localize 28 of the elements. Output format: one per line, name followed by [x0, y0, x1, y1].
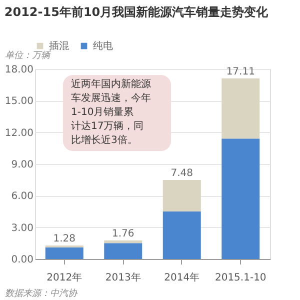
bar — [222, 78, 260, 139]
legend-label: 纯电 — [93, 40, 113, 52]
x-tick-label: 2013年 — [105, 272, 141, 284]
total-label: 17.11 — [226, 66, 255, 78]
x-tick-label: 2014年 — [164, 272, 200, 284]
y-tick-label: 3.00 — [11, 222, 34, 234]
x-tick-label: 2015.1-10 — [214, 272, 266, 284]
bar — [162, 180, 201, 212]
bar — [45, 247, 84, 259]
total-label: 1.28 — [53, 233, 76, 244]
bar — [222, 138, 260, 259]
y-tick-label: 0.00 — [11, 254, 34, 266]
y-tick-label: 9.00 — [11, 160, 34, 170]
y-tick-label: 12.00 — [4, 128, 34, 139]
text: 单位：万辆 — [5, 50, 52, 61]
y-tick-label: 15.00 — [4, 96, 34, 108]
bar — [104, 240, 142, 244]
legend-label: 插混 — [49, 40, 69, 52]
bar — [162, 212, 201, 259]
bar — [104, 243, 142, 259]
y-tick-label: 18.00 — [4, 64, 34, 76]
y-tick-label: 6.00 — [11, 191, 34, 202]
chart-title: 2012-15年前10月我国新能源汽车销量走势变化 — [4, 5, 270, 19]
x-tick-label: 2012年 — [46, 272, 82, 284]
annotation: 近两年国内新能源车发展迅速，今年1-10月销量累计达17万辆，同比增长近3倍。 — [71, 78, 151, 146]
total-label: 1.76 — [112, 228, 134, 240]
source-note: 数据来源：中汽协 — [5, 288, 78, 299]
total-label: 7.48 — [170, 168, 194, 180]
